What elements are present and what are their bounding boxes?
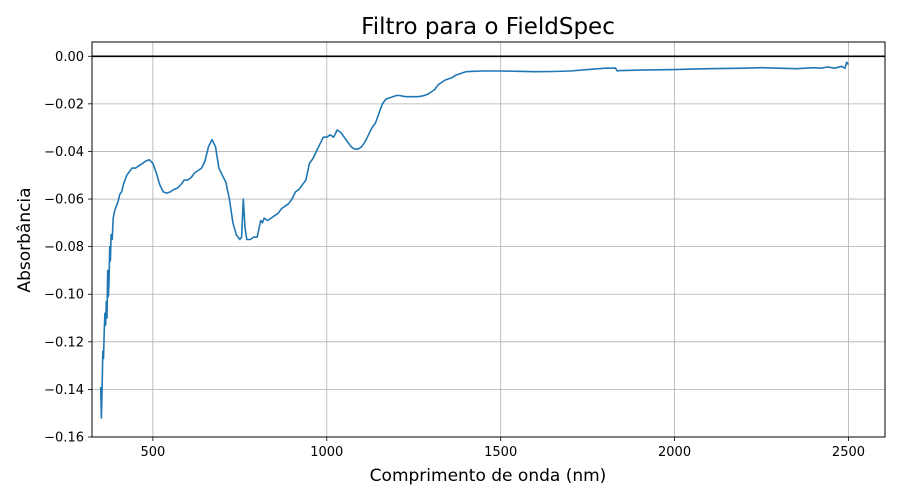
y-axis-label: Absorbância bbox=[15, 187, 35, 292]
data-layer bbox=[99, 61, 850, 419]
y-tick-label: −0.02 bbox=[44, 97, 84, 112]
y-tick-label: −0.14 bbox=[44, 383, 84, 398]
y-tick-label: −0.16 bbox=[44, 431, 84, 446]
y-tick-label: −0.10 bbox=[44, 288, 84, 303]
x-tick-label: 500 bbox=[140, 445, 165, 460]
y-tick-label: −0.12 bbox=[44, 335, 84, 350]
y-tick-label: −0.06 bbox=[44, 193, 84, 208]
x-axis-ticks: 500 1000 1500 2000 2500 bbox=[140, 437, 865, 460]
plot-frame bbox=[91, 41, 886, 438]
y-tick-label: 0.00 bbox=[55, 50, 84, 65]
absorbance-series-line bbox=[99, 61, 850, 419]
chart-title: Filtro para o FieldSpec bbox=[361, 14, 615, 40]
y-tick-label: −0.04 bbox=[44, 145, 84, 160]
x-tick-label: 1500 bbox=[484, 445, 517, 460]
x-tick-label: 1000 bbox=[310, 445, 343, 460]
x-tick-label: 2500 bbox=[832, 445, 865, 460]
y-axis-ticks: 0.00 −0.02 −0.04 −0.06 −0.08 −0.10 −0.12 −0.14 −… bbox=[44, 50, 92, 446]
x-axis-label: Comprimento de onda (nm) bbox=[370, 466, 607, 486]
x-tick-label: 2000 bbox=[658, 445, 691, 460]
y-tick-label: −0.08 bbox=[44, 240, 84, 255]
